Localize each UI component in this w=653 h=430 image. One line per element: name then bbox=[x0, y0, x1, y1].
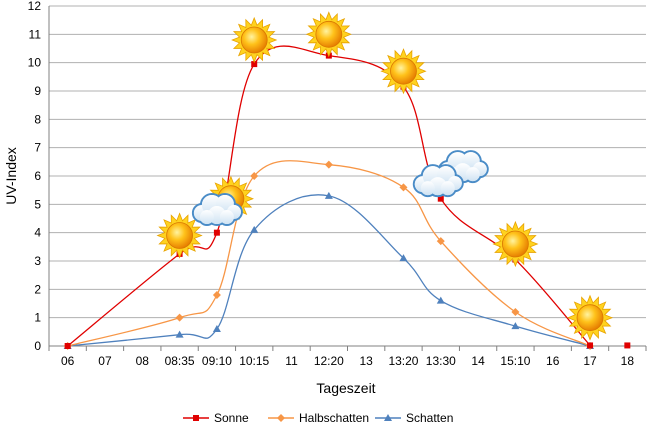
sun-icon bbox=[156, 212, 203, 259]
data-point-schatten bbox=[399, 254, 408, 262]
legend-marker bbox=[277, 414, 285, 422]
series-lines bbox=[63, 45, 631, 350]
x-tick-label: 06 bbox=[61, 354, 75, 368]
data-point-halbschatten bbox=[175, 313, 184, 322]
data-point-halbschatten bbox=[250, 172, 259, 180]
legend-item-halbschatten: Halbschatten bbox=[268, 411, 369, 425]
x-tick-labels: 06 07 08 08:35 09:10 10:15 11 12:20 13 13:20 13:30… bbox=[61, 354, 634, 368]
x-tick-label: 08 bbox=[136, 354, 150, 368]
x-tick-label: 18 bbox=[621, 354, 635, 368]
cloud-icon bbox=[191, 193, 243, 226]
data-point-halbschatten bbox=[324, 160, 333, 169]
sun-icon bbox=[566, 294, 614, 341]
y-axis-title: UV-Index bbox=[3, 147, 19, 205]
data-point-schatten bbox=[511, 322, 520, 330]
x-tick-label: 10:15 bbox=[239, 354, 269, 368]
sun-icon bbox=[305, 11, 352, 58]
weather-icons bbox=[156, 11, 614, 341]
x-tick-label: 12:20 bbox=[314, 354, 344, 368]
y-tick-label: 12 bbox=[28, 0, 42, 13]
x-tick-label: 08:35 bbox=[165, 354, 195, 368]
data-point-schatten bbox=[175, 330, 184, 338]
sun-icon bbox=[231, 16, 278, 64]
y-tick-label: 8 bbox=[34, 112, 41, 126]
x-axis-title: Tageszeit bbox=[316, 380, 375, 396]
data-point-sonne bbox=[251, 61, 258, 68]
data-point-sonne bbox=[437, 195, 444, 202]
x-tick-label: 13:30 bbox=[426, 354, 456, 368]
y-tick-label: 9 bbox=[34, 84, 41, 98]
data-point-schatten bbox=[212, 325, 221, 332]
legend-label: Sonne bbox=[214, 411, 249, 425]
y-tick-label: 7 bbox=[34, 141, 41, 155]
y-tick-label: 5 bbox=[34, 197, 41, 211]
series-sonne bbox=[64, 45, 631, 349]
data-point-schatten bbox=[436, 296, 445, 304]
legend-marker bbox=[384, 414, 392, 421]
x-tick-label: 07 bbox=[98, 354, 112, 368]
data-point-schatten bbox=[250, 225, 259, 233]
y-tick-label: 6 bbox=[34, 169, 41, 183]
legend-label: Halbschatten bbox=[299, 411, 369, 425]
series-line-schatten bbox=[67, 194, 591, 347]
x-tick-label: 13:20 bbox=[388, 354, 418, 368]
grid-lines bbox=[49, 5, 646, 319]
data-point-schatten bbox=[324, 191, 333, 199]
legend: Sonne Halbschatten Schatten bbox=[183, 411, 453, 425]
data-point-sonne bbox=[64, 343, 71, 349]
y-tick-label: 1 bbox=[34, 311, 41, 325]
y-tick-label: 11 bbox=[29, 27, 42, 41]
legend-item-schatten: Schatten bbox=[375, 411, 453, 425]
data-point-sonne bbox=[624, 342, 631, 349]
y-tick-label: 3 bbox=[34, 254, 41, 268]
axes bbox=[48, 6, 647, 351]
y-tick-label: 10 bbox=[28, 56, 42, 70]
x-tick-label: 13 bbox=[359, 354, 373, 368]
y-tick-label: 4 bbox=[34, 226, 41, 240]
cloud-icon bbox=[412, 164, 464, 198]
x-tick-label: 17 bbox=[583, 354, 597, 368]
x-tick-label: 16 bbox=[546, 354, 560, 368]
sun-icon bbox=[380, 48, 427, 95]
series-line-halbschatten bbox=[67, 160, 591, 347]
y-tick-label: 2 bbox=[34, 282, 41, 296]
x-tick-label: 11 bbox=[285, 354, 298, 368]
x-tick-label: 09:10 bbox=[202, 354, 232, 368]
y-tick-label: 0 bbox=[34, 339, 41, 353]
series-schatten bbox=[63, 191, 595, 349]
data-point-halbschatten bbox=[436, 237, 445, 246]
data-point-halbschatten bbox=[511, 308, 520, 316]
x-tick-label: 14 bbox=[471, 354, 485, 368]
series-halbschatten bbox=[63, 160, 595, 350]
legend-marker bbox=[193, 415, 199, 421]
legend-label: Schatten bbox=[406, 411, 453, 425]
x-tick-label: 15:10 bbox=[500, 354, 530, 368]
sun-icon bbox=[492, 220, 539, 268]
data-point-sonne bbox=[587, 342, 594, 349]
data-point-halbschatten bbox=[399, 183, 408, 192]
data-point-sonne bbox=[213, 229, 220, 236]
legend-item-sonne: Sonne bbox=[183, 411, 249, 425]
data-point-halbschatten bbox=[212, 291, 221, 299]
